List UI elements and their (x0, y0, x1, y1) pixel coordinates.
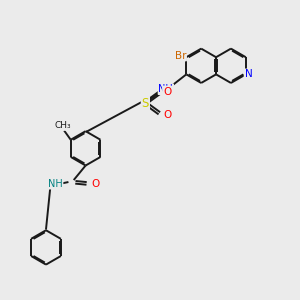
Text: O: O (92, 179, 100, 189)
Text: N: N (244, 69, 252, 80)
Text: CH₃: CH₃ (54, 121, 71, 130)
Text: O: O (163, 86, 171, 97)
Text: Br: Br (175, 50, 186, 61)
Text: NH: NH (158, 84, 173, 94)
Text: S: S (142, 97, 149, 110)
Text: O: O (163, 110, 171, 120)
Text: NH: NH (48, 179, 63, 189)
